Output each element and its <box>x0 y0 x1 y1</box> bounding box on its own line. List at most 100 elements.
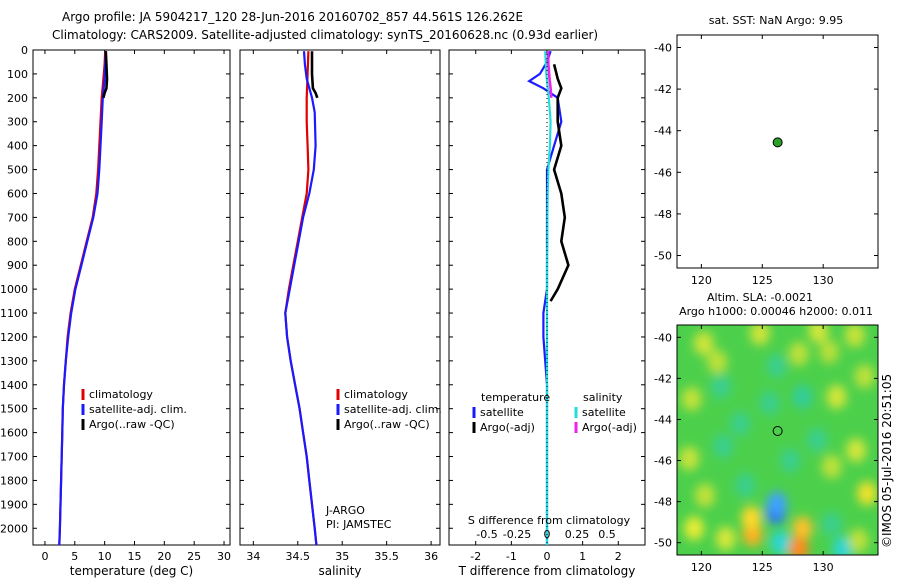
y-tick-label: 1000 <box>0 283 28 296</box>
x-tick-label: 125 <box>752 561 773 574</box>
sla-anomaly <box>821 454 842 479</box>
y-tick-label: -48 <box>654 208 672 221</box>
y-tick-label: 1300 <box>0 355 28 368</box>
y-tick-label: -42 <box>654 83 672 96</box>
s-tick-label: 0.25 <box>565 528 590 541</box>
legend-entry: satellite <box>480 406 524 419</box>
y-tick-label: 1100 <box>0 307 28 320</box>
sla-anomaly <box>808 325 829 344</box>
x-tick-label: 35.5 <box>374 550 399 563</box>
y-tick-label: 100 <box>7 68 28 81</box>
sla-anomaly <box>766 491 787 516</box>
y-tick-label: 2000 <box>0 522 28 535</box>
x-tick-label: 2 <box>615 550 622 563</box>
x-tick-label: 5 <box>71 550 78 563</box>
y-tick-label: 500 <box>7 164 28 177</box>
x-axis-label: temperature (deg C) <box>70 564 193 578</box>
x-tick-label: 34.5 <box>286 550 311 563</box>
legend-title: temperature <box>481 391 550 404</box>
y-tick-label: -50 <box>654 250 672 263</box>
float-annotation: PI: JAMSTEC <box>326 518 392 531</box>
y-tick-label: -42 <box>654 372 672 385</box>
s-axis-label: S difference from climatology <box>468 514 631 527</box>
x-tick-label: 34 <box>246 550 260 563</box>
series-line-2 <box>102 51 109 99</box>
sla-anomaly <box>792 516 813 541</box>
float-position-marker <box>772 137 783 148</box>
header-line2: Climatology: CARS2009. Satellite-adjuste… <box>52 28 598 42</box>
x-tick-label: 125 <box>752 274 773 287</box>
y-tick-label: -44 <box>654 413 672 426</box>
sla-anomaly <box>735 473 756 498</box>
legend-entry: climatology <box>344 388 408 401</box>
x-tick-label: -1 <box>506 550 517 563</box>
float-position-marker <box>772 425 783 436</box>
sla-anomaly <box>826 384 847 409</box>
map-title: Altim. SLA: -0.0021 <box>707 291 813 304</box>
legend-entry: satellite <box>582 406 626 419</box>
sla-anomaly <box>848 528 869 553</box>
y-tick-label: -40 <box>654 41 672 54</box>
s-tick-label: 0.5 <box>598 528 616 541</box>
x-tick-label: 120 <box>691 274 712 287</box>
series-line-2 <box>310 51 319 99</box>
y-tick-label: -48 <box>654 496 672 509</box>
x-tick-label: 30 <box>217 550 231 563</box>
map-title: sat. SST: NaN Argo: 9.95 <box>709 14 843 27</box>
x-tick-label: 130 <box>813 561 834 574</box>
y-tick-label: -44 <box>654 125 672 138</box>
sla-anomaly <box>788 341 809 366</box>
plot-frame <box>32 49 231 546</box>
sla-anomaly <box>821 512 842 537</box>
sla-anomaly <box>766 354 787 379</box>
difference-panel: -2 -1 0 1 2 -0.5 -0.25 0 0.25 0.5S difference fro… <box>448 49 646 578</box>
x-axis-label: T difference from climatology <box>458 564 636 578</box>
sla-anomaly <box>846 438 867 463</box>
x-tick-label: 35 <box>335 550 349 563</box>
legend-entry: Argo(..raw -QC) <box>344 418 430 431</box>
x-tick-label: -2 <box>470 550 481 563</box>
sla-anomaly <box>679 446 700 471</box>
sla-anomaly <box>695 483 716 508</box>
sla-anomaly <box>693 331 714 356</box>
sla-anomaly <box>741 506 762 531</box>
sla-anomaly <box>807 428 828 452</box>
sst-map-panel: -40 -42 -44 -46 -48 -50 120 125 130 sat. SST: NaN… <box>654 14 879 287</box>
sla-anomaly <box>788 536 809 555</box>
sla-anomaly <box>770 530 791 555</box>
x-tick-label: 20 <box>157 550 171 563</box>
sla-anomaly <box>713 434 734 459</box>
sla-anomaly <box>681 386 702 411</box>
sla-anomaly <box>844 325 865 348</box>
plot-frame <box>239 49 441 546</box>
credit: ©IMOS 05-Jul-2016 20:51:05 <box>880 374 894 548</box>
y-tick-label: 1500 <box>0 403 28 416</box>
y-tick-label: 400 <box>7 140 28 153</box>
y-tick-label: -46 <box>654 455 672 468</box>
header-line1: Argo profile: JA 5904217_120 28-Jun-2016… <box>62 10 523 24</box>
legend-entry: Argo(-adj) <box>480 421 535 434</box>
x-tick-label: 0 <box>544 550 551 563</box>
temperature-panel: 0100200300400500600700800900100011001200… <box>0 44 231 578</box>
series-line-1 <box>58 51 107 546</box>
x-tick-label: 130 <box>813 274 834 287</box>
series-line-1 <box>549 63 570 302</box>
y-tick-label: 200 <box>7 92 28 105</box>
y-tick-label: 1400 <box>0 379 28 392</box>
y-tick-label: 1800 <box>0 474 28 487</box>
sla-anomaly <box>857 481 878 506</box>
sla-anomaly <box>819 339 840 364</box>
x-tick-label: 120 <box>691 561 712 574</box>
sla-anomaly <box>730 411 751 436</box>
legend-entry: Argo(..raw -QC) <box>89 418 175 431</box>
x-tick-label: 15 <box>127 550 141 563</box>
y-tick-label: -50 <box>654 537 672 550</box>
map-frame <box>676 34 879 269</box>
x-tick-label: 36 <box>424 550 438 563</box>
y-tick-label: 800 <box>7 235 28 248</box>
x-tick-label: 1 <box>579 550 586 563</box>
x-tick-label: 0 <box>41 550 48 563</box>
salinity-panel: 34 34.5 35 35.5 36 salinity climatology satelli… <box>239 49 442 578</box>
sla-anomaly <box>710 374 731 399</box>
